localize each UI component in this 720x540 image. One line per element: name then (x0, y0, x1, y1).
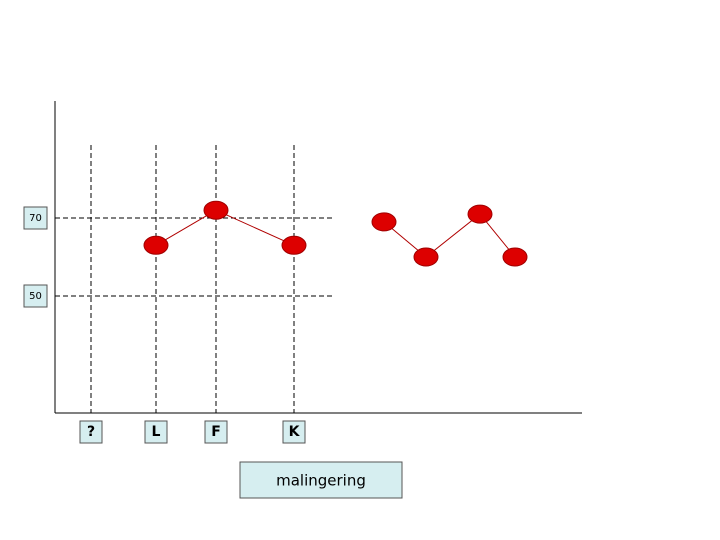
x-tick-label: K (289, 424, 301, 440)
x-tick-box (204, 420, 228, 444)
y-tick-box (23, 284, 48, 308)
x-tick-box (79, 420, 103, 444)
point (502, 247, 528, 267)
point (467, 204, 493, 224)
point (413, 247, 439, 267)
x-tick-label: ? (87, 424, 95, 440)
x-tick-label: L (152, 424, 161, 440)
point (281, 235, 307, 255)
x-tick-label: F (211, 424, 221, 440)
y-tick-label: 70 (29, 213, 42, 224)
y-tick-box (23, 206, 48, 230)
annotation: malingering (276, 472, 366, 490)
point (371, 212, 397, 232)
point (203, 200, 229, 220)
x-tick-box (282, 420, 306, 444)
x-tick-box (144, 420, 168, 444)
point (143, 235, 169, 255)
y-tick-label: 50 (29, 291, 42, 302)
series-line (383, 213, 516, 258)
annotation-box (239, 461, 403, 499)
